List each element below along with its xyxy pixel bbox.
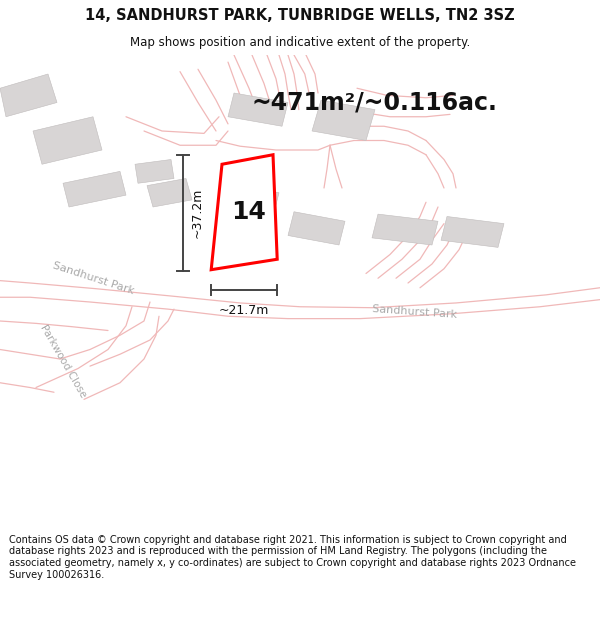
Polygon shape — [147, 179, 192, 207]
Text: ~21.7m: ~21.7m — [219, 304, 269, 318]
Polygon shape — [33, 117, 102, 164]
Text: Sandhurst Park: Sandhurst Park — [372, 304, 457, 319]
Text: Map shows position and indicative extent of the property.: Map shows position and indicative extent… — [130, 36, 470, 49]
Text: Parkwood Close: Parkwood Close — [38, 323, 88, 399]
Polygon shape — [441, 216, 504, 248]
Text: 14: 14 — [232, 200, 266, 224]
Text: ~471m²/~0.116ac.: ~471m²/~0.116ac. — [252, 91, 498, 114]
Polygon shape — [211, 155, 277, 270]
Polygon shape — [0, 74, 57, 117]
Text: 14, SANDHURST PARK, TUNBRIDGE WELLS, TN2 3SZ: 14, SANDHURST PARK, TUNBRIDGE WELLS, TN2… — [85, 8, 515, 23]
Polygon shape — [372, 214, 438, 245]
Polygon shape — [288, 212, 345, 245]
Polygon shape — [63, 171, 126, 207]
Text: Sandhurst Park: Sandhurst Park — [51, 261, 135, 296]
Polygon shape — [228, 183, 279, 216]
Polygon shape — [135, 159, 174, 183]
Text: Contains OS data © Crown copyright and database right 2021. This information is : Contains OS data © Crown copyright and d… — [9, 535, 576, 579]
Polygon shape — [228, 93, 288, 126]
Text: ~37.2m: ~37.2m — [190, 188, 203, 238]
Polygon shape — [312, 100, 375, 141]
